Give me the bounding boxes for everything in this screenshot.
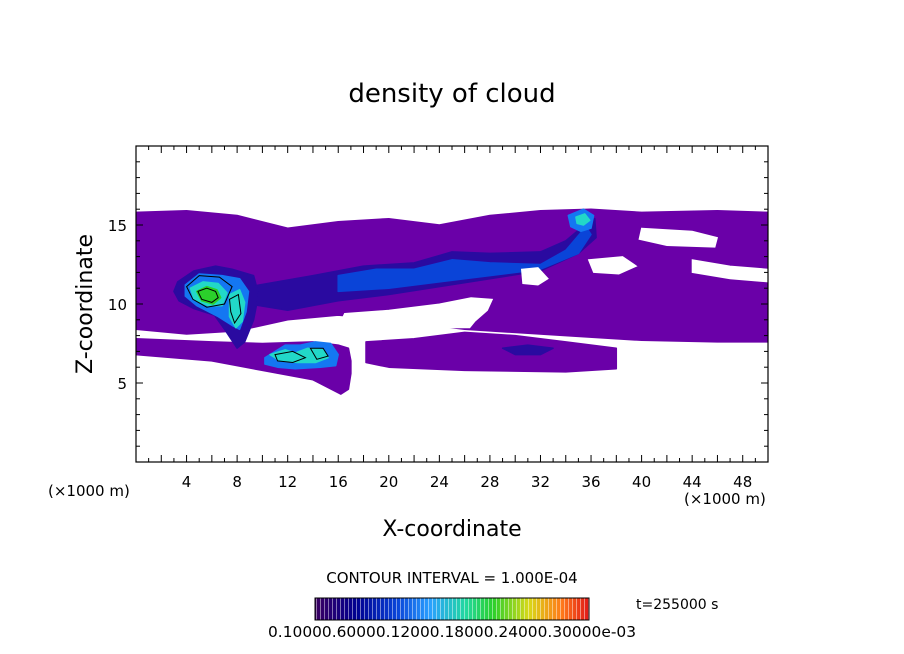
contour-line-1 bbox=[197, 287, 219, 303]
density-region-mid-layer-band bbox=[365, 331, 618, 373]
x-tick-label: 44 bbox=[683, 473, 702, 491]
gap-right-gap bbox=[691, 259, 768, 283]
gap-center-right-gap bbox=[587, 256, 638, 275]
chart-title: density of cloud bbox=[348, 79, 555, 109]
density-region-right-small-band bbox=[501, 344, 554, 356]
x-tick-label: 32 bbox=[531, 473, 550, 491]
x-tick-label: 24 bbox=[430, 473, 449, 491]
density-region-diagonal-band-blue bbox=[337, 225, 592, 293]
density-region-top-right-core-cyan bbox=[575, 213, 591, 226]
density-region-diagonal-band-dark bbox=[249, 217, 597, 312]
contour-line-4 bbox=[309, 347, 329, 360]
x-axis-title: X-coordinate bbox=[382, 517, 521, 542]
x-tick-label: 12 bbox=[278, 473, 297, 491]
x-tick-label: 40 bbox=[632, 473, 651, 491]
time-label: t=255000 s bbox=[636, 597, 718, 613]
x-tick-label: 8 bbox=[232, 473, 242, 491]
contour-line-0 bbox=[185, 275, 233, 308]
y-tick-label: 15 bbox=[108, 217, 127, 235]
gap-upper-right-gap bbox=[638, 227, 719, 248]
axis-ticks bbox=[135, 145, 769, 463]
colorbar-tick-labels: 0.10000.60000.12000.18000.24000.30000e-0… bbox=[268, 623, 636, 641]
color-bar bbox=[314, 597, 590, 621]
y-tick-label: 5 bbox=[117, 375, 127, 393]
x-tick-label: 20 bbox=[379, 473, 398, 491]
gap-central-gap bbox=[340, 297, 494, 333]
contour-lines bbox=[185, 275, 329, 364]
x-tick-labels: 4 8 12 16 20 24 28 32 36 40 44 48 bbox=[182, 473, 752, 491]
x-tick-label: 28 bbox=[480, 473, 499, 491]
x-axis-unit: (×1000 m) bbox=[684, 490, 766, 508]
x-tick-label: 4 bbox=[182, 473, 192, 491]
y-axis-unit: (×1000 m) bbox=[48, 482, 130, 500]
gap-gap-under-band bbox=[520, 267, 549, 286]
y-tick-label: 10 bbox=[108, 296, 127, 314]
y-axis-title: Z-coordinate bbox=[73, 234, 98, 374]
y-tick-labels: 5 10 15 bbox=[108, 217, 127, 393]
contour-line-3 bbox=[274, 350, 307, 364]
x-tick-label: 48 bbox=[733, 473, 752, 491]
cloud-gaps bbox=[340, 227, 768, 333]
contour-interval-label: CONTOUR INTERVAL = 1.000E-04 bbox=[326, 569, 577, 587]
contour-line-2 bbox=[228, 293, 242, 325]
x-tick-label: 16 bbox=[329, 473, 348, 491]
x-tick-label: 36 bbox=[581, 473, 600, 491]
